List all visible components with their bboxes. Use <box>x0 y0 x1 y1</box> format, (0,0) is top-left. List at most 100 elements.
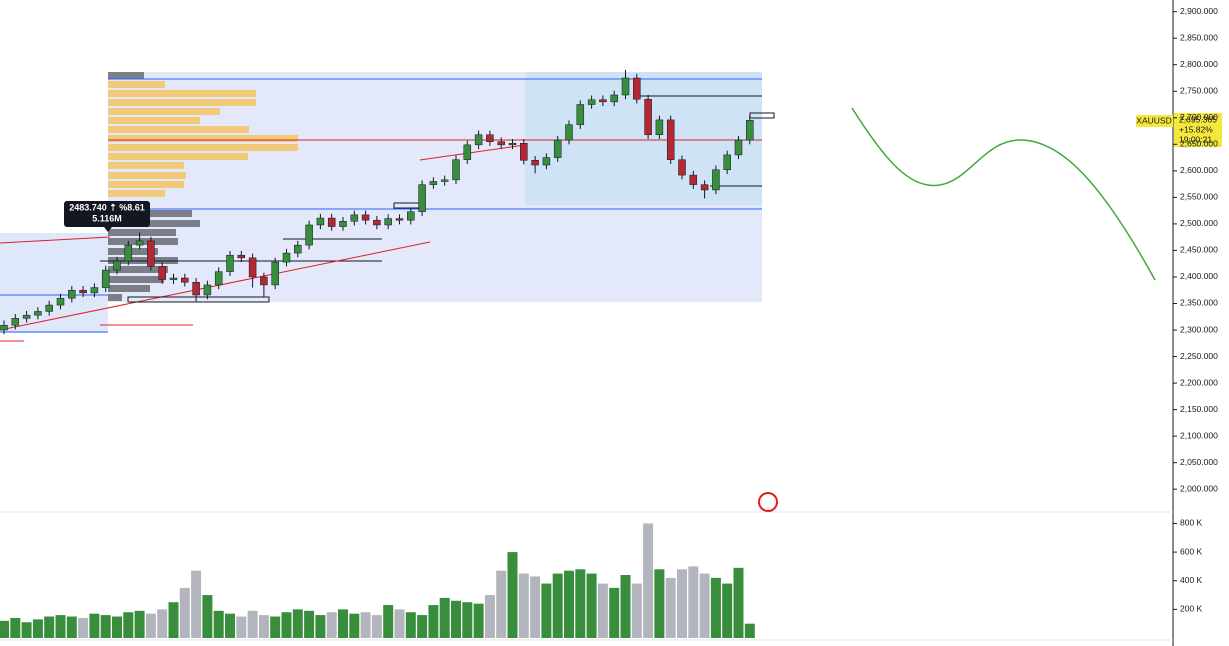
candle-body <box>678 159 686 176</box>
candle-body <box>463 144 472 160</box>
volume-bar <box>32 619 43 638</box>
volume-bar <box>78 617 89 638</box>
candle-body <box>327 217 336 227</box>
candle-body <box>576 104 585 125</box>
volume-bar <box>44 616 55 638</box>
volume-bar <box>315 615 326 638</box>
candle-body <box>734 139 743 156</box>
candle-body <box>361 214 370 221</box>
candle-body <box>531 159 539 166</box>
volume-bar <box>428 605 439 638</box>
candle-body <box>565 124 573 141</box>
candle-body <box>508 143 517 146</box>
candle-body <box>655 119 664 136</box>
candle-body <box>486 134 494 142</box>
symbol-badge <box>1136 115 1173 127</box>
volume-profile <box>108 81 298 197</box>
volume-bar <box>439 597 450 638</box>
volume-bar <box>338 609 348 638</box>
volume-bar <box>270 616 281 638</box>
price-badge <box>1174 113 1222 147</box>
candle-body <box>203 284 212 296</box>
volume-bar <box>168 602 179 638</box>
candle-body <box>384 218 392 226</box>
candle-body <box>452 159 460 181</box>
candle-body <box>271 261 279 286</box>
y-tick-label: 2,350.000 <box>1180 298 1218 308</box>
volume-bar <box>609 587 620 638</box>
candle-body <box>147 240 155 267</box>
y-tick-label: 600 K <box>1180 546 1203 556</box>
candle-body <box>316 217 325 226</box>
candle-body <box>407 211 415 221</box>
candle-body <box>373 219 381 226</box>
candle-body <box>22 314 31 319</box>
y-tick-label: 2,800.000 <box>1180 59 1218 69</box>
volume-bar <box>597 583 608 638</box>
y-tick-label: 2,850.000 <box>1180 32 1218 42</box>
y-tick-label: 2,400.000 <box>1180 271 1218 281</box>
candle-body <box>169 277 178 280</box>
volume-bar <box>586 573 597 638</box>
volume-bar <box>665 577 676 638</box>
volume-bar <box>145 613 156 638</box>
candle-body <box>226 254 234 272</box>
y-tick-label: 200 K <box>1180 604 1203 614</box>
y-tick-label: 2,450.000 <box>1180 245 1218 255</box>
volume-bar <box>496 570 507 638</box>
candle-body <box>633 77 641 100</box>
y-tick-label: 800 K <box>1180 518 1203 528</box>
candle-body <box>395 218 404 221</box>
volume-bar <box>654 569 665 638</box>
volume-bar <box>123 612 134 638</box>
volume-bar <box>394 609 405 638</box>
candle-body <box>214 271 223 286</box>
volume-bar <box>112 616 122 638</box>
volume-bar <box>292 609 303 638</box>
volume-bar <box>10 617 21 638</box>
volume-bar <box>371 615 382 638</box>
volume-bar <box>225 613 235 638</box>
candle-body <box>429 181 438 185</box>
y-tick-label: 2,750.000 <box>1180 86 1218 96</box>
y-tick-label: 2,550.000 <box>1180 192 1218 202</box>
event-icon[interactable] <box>758 492 778 512</box>
candle-body <box>689 174 698 185</box>
y-tick-label: 2,700.000 <box>1180 112 1218 122</box>
y-tick-label: 400 K <box>1180 575 1203 585</box>
candle-body <box>282 252 291 263</box>
volume-bar <box>157 609 168 638</box>
volume-bar <box>213 610 224 638</box>
candle-body <box>700 184 709 191</box>
volume-bar <box>0 620 9 638</box>
zone <box>0 233 108 333</box>
volume-bar <box>699 573 710 638</box>
candle-body <box>644 98 652 136</box>
volume-bar <box>451 600 461 638</box>
candle-body <box>474 134 483 146</box>
candle-body <box>350 214 359 222</box>
candle-body <box>621 77 630 96</box>
candle-body <box>712 169 720 191</box>
candle-body <box>192 282 200 296</box>
volume-bar <box>484 595 495 638</box>
candle-body <box>666 119 675 160</box>
volume-bar <box>733 567 744 638</box>
candle-body <box>135 240 144 246</box>
candle-body <box>124 244 133 262</box>
y-tick-label: 2,100.000 <box>1180 430 1218 440</box>
y-tick-label: 2,250.000 <box>1180 351 1218 361</box>
volume-bar <box>507 552 518 638</box>
volume-bar <box>21 622 32 638</box>
candle-body <box>0 324 8 331</box>
y-tick-label: 2,500.000 <box>1180 218 1218 228</box>
volume-bar <box>417 615 428 638</box>
y-tick-label: 2,150.000 <box>1180 404 1218 414</box>
candle-body <box>113 260 121 271</box>
volume-bar <box>236 616 247 638</box>
tooltip-box <box>64 201 150 227</box>
volume-bar <box>55 615 66 638</box>
volume-bar <box>89 613 100 638</box>
volume-bar <box>620 575 631 638</box>
